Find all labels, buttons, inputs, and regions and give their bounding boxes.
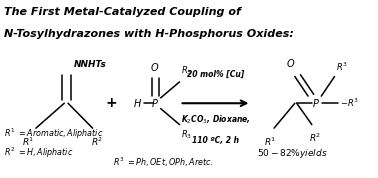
- Text: $\mathbf{\it{O}}$: $\mathbf{\it{O}}$: [287, 57, 296, 69]
- Text: $\mathbf{\it{R_3}}$: $\mathbf{\it{R_3}}$: [181, 128, 192, 141]
- Text: $\mathbf{\it{R_3}}$: $\mathbf{\it{R_3}}$: [181, 64, 192, 77]
- Text: $\mathbf{\it{50- 82 \% yields}}$: $\mathbf{\it{50- 82 \% yields}}$: [257, 146, 328, 160]
- Text: $\mathbf{\it{R^2}}$: $\mathbf{\it{R^2}}$: [310, 132, 322, 144]
- Text: $\mathbf{\it{O}}$: $\mathbf{\it{O}}$: [150, 61, 160, 73]
- Text: $\mathbf{\it{R^1}}$: $\mathbf{\it{R^1}}$: [22, 135, 34, 148]
- Text: $\mathbf{\it{R^2}}$ $\mathbf{\it{= H, Aliphatic}}$: $\mathbf{\it{R^2}}$ $\mathbf{\it{= H, Al…: [4, 146, 73, 160]
- Text: $\mathbf{\it{P}}$: $\mathbf{\it{P}}$: [151, 97, 159, 109]
- Text: $\mathbf{\it{R^1}}$: $\mathbf{\it{R^1}}$: [264, 135, 276, 148]
- Text: $\mathbf{\it{R^3}}$ $\mathbf{\it{= Ph, OEt, OPh, Ar etc.}}$: $\mathbf{\it{R^3}}$ $\mathbf{\it{= Ph, O…: [113, 155, 214, 169]
- Text: $\mathbf{\it{P}}$: $\mathbf{\it{P}}$: [312, 97, 319, 109]
- Text: $\mathbf{\it{R^2}}$: $\mathbf{\it{R^2}}$: [91, 135, 104, 148]
- Text: N-Tosylhydrazones with H-Phosphorus Oxides:: N-Tosylhydrazones with H-Phosphorus Oxid…: [4, 29, 294, 39]
- Text: NNHTs: NNHTs: [74, 60, 107, 69]
- Text: The First Metal-Catalyzed Coupling of: The First Metal-Catalyzed Coupling of: [4, 7, 241, 17]
- Text: $\mathbf{\it{R^3}}$: $\mathbf{\it{R^3}}$: [336, 61, 348, 73]
- Text: 110 ºC, 2 h: 110 ºC, 2 h: [192, 136, 239, 145]
- Text: 20 mol% [Cu]: 20 mol% [Cu]: [187, 70, 244, 79]
- Text: $\mathbf{\it{R^1}}$ $\mathbf{\it{= Aromatic, Aliphatic}}$: $\mathbf{\it{R^1}}$ $\mathbf{\it{= Aroma…: [4, 126, 103, 141]
- Text: K$_2$CO$_3$, Dioxane,: K$_2$CO$_3$, Dioxane,: [181, 113, 250, 125]
- Text: $\mathbf{\it{-R^3}}$: $\mathbf{\it{-R^3}}$: [340, 97, 359, 109]
- Text: +: +: [106, 96, 117, 110]
- Text: $\mathbf{\it{H}}$: $\mathbf{\it{H}}$: [133, 97, 143, 109]
